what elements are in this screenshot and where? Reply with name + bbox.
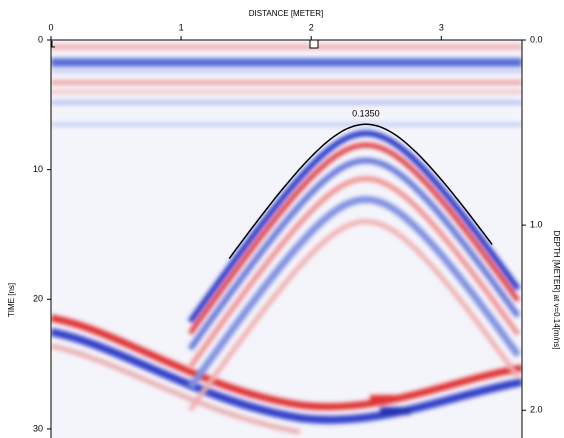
x-axis-label: DISTANCE [METER] — [249, 9, 324, 18]
velocity-label: 0.1350 — [352, 109, 380, 119]
y-tick-label: 30 — [33, 423, 43, 433]
amplitude-image — [51, 44, 522, 435]
y2-tick-label: 0.0 — [530, 34, 543, 44]
y-tick-label: 0 — [38, 34, 43, 44]
start-marker — [51, 41, 55, 48]
hyperbola-bands — [187, 130, 521, 412]
x-tick-label: 3 — [439, 22, 444, 32]
x-tick-label: 0 — [48, 22, 53, 32]
hyperbola-fit — [228, 123, 493, 260]
reflection-band — [187, 130, 521, 324]
y-tick-label: 20 — [33, 294, 43, 304]
y2-tick-label: 2.0 — [530, 405, 543, 415]
reflection-band — [188, 142, 521, 335]
position-marker — [309, 39, 319, 49]
x-tick-label: 2 — [309, 22, 314, 32]
reflection-band — [188, 176, 521, 369]
reflection-band — [187, 157, 521, 351]
reflection-band — [188, 218, 521, 412]
reflection-band — [187, 195, 521, 390]
hyperbola-layer — [228, 123, 493, 260]
y-axis-label: TIME [ns] — [7, 283, 16, 317]
y2-tick-label: 1.0 — [530, 219, 543, 229]
y-tick-label: 10 — [33, 164, 43, 174]
x-tick-label: 1 — [179, 22, 184, 32]
y2-axis-label: DEPTH [METER] at v=0.14[m/ns] — [552, 231, 561, 350]
